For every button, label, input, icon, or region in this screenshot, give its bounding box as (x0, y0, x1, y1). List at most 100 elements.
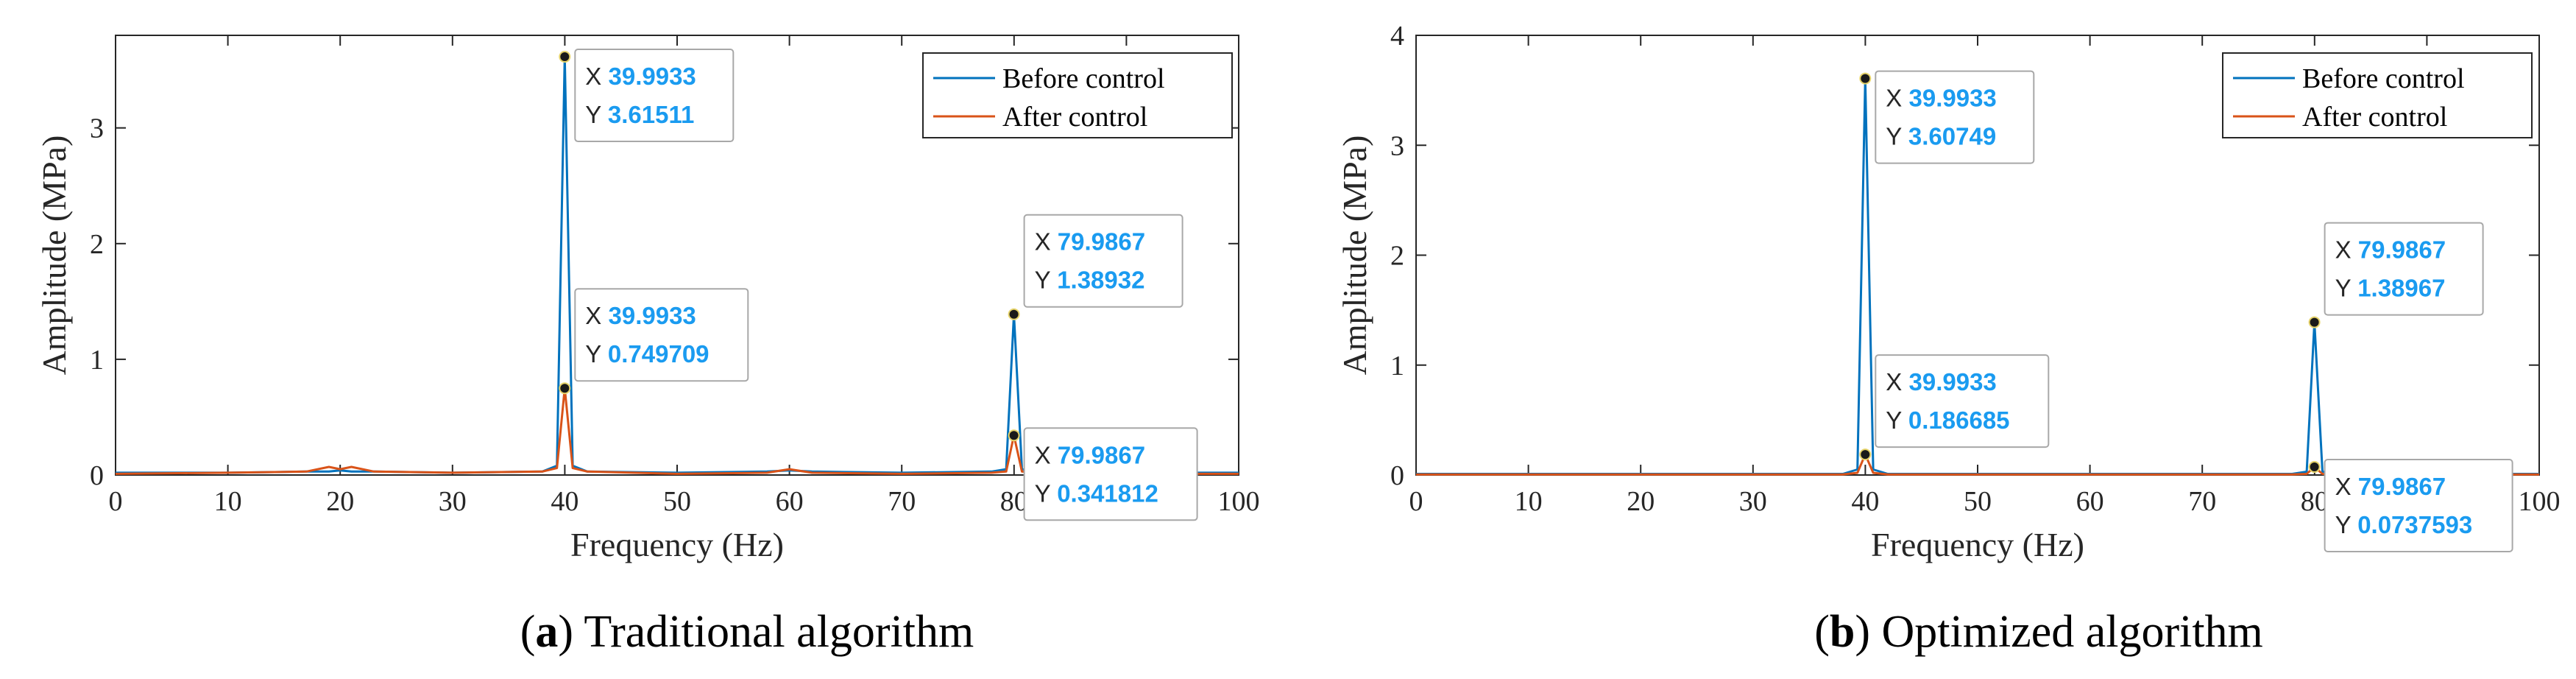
datatip-y-label: Y (1886, 407, 1908, 434)
datatip-y: Y 0.749709 (585, 340, 709, 367)
datatip-marker (1008, 308, 1020, 320)
datatip-y-label: Y (585, 340, 608, 367)
datatip-x: X 79.9867 (2335, 236, 2446, 264)
x-tick-label: 10 (1515, 486, 1543, 517)
datatip-box (1875, 354, 2050, 448)
x-tick-label: 20 (326, 486, 354, 517)
datatip-x: X 39.9933 (1886, 368, 1996, 395)
datatip-x-label: X (2335, 236, 2358, 264)
datatip-x: X 39.9933 (1886, 85, 1996, 112)
datatip-marker (559, 51, 571, 63)
datatip-y-label: Y (585, 101, 608, 128)
datatip-x-value: 79.9867 (2358, 236, 2446, 264)
y-tick-label: 1 (90, 345, 104, 376)
datatip-x-label: X (1035, 441, 1058, 468)
datatip-marker (1859, 448, 1872, 461)
datatip: X 39.9933 Y 3.60749 (1859, 70, 2035, 164)
x-tick-label: 40 (1851, 486, 1879, 517)
x-tick-label: 70 (888, 486, 916, 517)
x-axis-label: Frequency (Hz) (1871, 526, 2084, 563)
datatip-box (1023, 214, 1183, 308)
datatip-y-value: 1.38932 (1057, 267, 1144, 294)
datatip-x-value: 39.9933 (608, 63, 696, 90)
legend-label-after: After control (2302, 102, 2447, 133)
x-tick-label: 60 (2076, 486, 2104, 517)
caption-b-text: Optimized algorithm (1882, 607, 2263, 657)
datatip-y: Y 3.60749 (1886, 123, 1996, 150)
datatip-marker (2308, 460, 2321, 473)
datatip-x-value: 39.9933 (608, 302, 696, 329)
datatip-x-label: X (1886, 368, 1908, 395)
datatip-x-label: X (585, 302, 608, 329)
datatip-x-label: X (2335, 473, 2358, 500)
x-tick-label: 70 (2188, 486, 2216, 517)
legend-label-before: Before control (2302, 63, 2465, 94)
datatip-y-label: Y (2335, 511, 2358, 538)
datatip-marker (559, 382, 571, 395)
datatip-marker (1859, 72, 1872, 85)
datatip-y-label: Y (1035, 479, 1058, 507)
datatip-x-value: 39.9933 (1908, 368, 1996, 395)
caption-a-text: Traditional algorithm (584, 607, 974, 657)
y-tick-label: 3 (1390, 130, 1404, 161)
y-tick-label: 0 (1390, 460, 1404, 491)
caption-a: (a) Traditional algorithm (520, 607, 974, 657)
caption-a-letter: a (535, 607, 558, 657)
legend-box (2222, 52, 2533, 138)
datatip-y-value: 1.38967 (2357, 275, 2445, 302)
x-tick-label: 100 (1218, 486, 1260, 517)
series-after-control (1416, 453, 2539, 476)
x-tick-label: 100 (2519, 486, 2561, 517)
datatip-y: Y 0.0737593 (2335, 511, 2473, 538)
datatip-y-value: 0.0737593 (2357, 511, 2472, 538)
y-tick-label: 2 (90, 229, 104, 260)
x-tick-label: 30 (1739, 486, 1767, 517)
legend-box (922, 52, 1233, 138)
datatip-x-label: X (585, 63, 608, 90)
datatip-x: X 39.9933 (585, 63, 696, 90)
datatip-y-value: 0.186685 (1908, 407, 2010, 434)
datatip-box (1023, 427, 1198, 521)
datatip-x-value: 79.9867 (1058, 228, 1145, 256)
datatip-y: Y 1.38967 (2335, 275, 2446, 302)
y-tick-label: 4 (1390, 21, 1404, 52)
x-tick-label: 50 (663, 486, 691, 517)
caption-b-letter: b (1830, 607, 1855, 657)
caption-b: (b) Optimized algorithm (1814, 607, 2263, 657)
datatip-y-value: 0.749709 (608, 340, 710, 367)
datatip-box (574, 49, 735, 143)
datatip-y-value: 3.61511 (608, 101, 694, 128)
datatip: X 79.9867 Y 1.38932 (1008, 214, 1183, 320)
y-axis-label: Amplitude (MPa) (35, 136, 73, 376)
x-tick-label: 0 (1409, 486, 1423, 517)
datatip-x-value: 79.9867 (1058, 441, 1145, 468)
legend-label-before: Before control (1002, 63, 1165, 94)
datatip-box (574, 288, 749, 382)
x-tick-label: 50 (1964, 486, 1992, 517)
x-tick-label: 40 (551, 486, 578, 517)
datatip-y: Y 0.186685 (1886, 407, 2009, 434)
datatip-x-value: 39.9933 (1908, 85, 1996, 112)
datatip-box (2324, 458, 2513, 552)
x-tick-label: 30 (439, 486, 467, 517)
datatip: X 79.9867 Y 0.0737593 (2308, 458, 2513, 552)
datatip-y: Y 0.341812 (1035, 479, 1158, 507)
datatip-y-label: Y (1886, 123, 1908, 150)
x-tick-label: 60 (776, 486, 804, 517)
y-axis-label: Amplitude (MPa) (1336, 136, 1373, 376)
datatip-y-value: 3.60749 (1908, 123, 1996, 150)
datatip-y-value: 0.341812 (1057, 479, 1158, 507)
legend: Before control After control (2222, 52, 2533, 138)
y-tick-label: 0 (90, 460, 104, 491)
datatip-x: X 79.9867 (2335, 473, 2446, 500)
datatip-y: Y 1.38932 (1035, 267, 1145, 294)
y-tick-label: 1 (1390, 351, 1404, 381)
chart-panel-traditional: 01020304050607080901000123Frequency (Hz)… (35, 35, 1260, 563)
datatip-x: X 39.9933 (585, 302, 696, 329)
datatip-x-label: X (1035, 228, 1058, 256)
datatip-x: X 79.9867 (1035, 228, 1145, 256)
x-tick-label: 80 (2301, 486, 2329, 517)
datatip-y-label: Y (2335, 275, 2358, 302)
